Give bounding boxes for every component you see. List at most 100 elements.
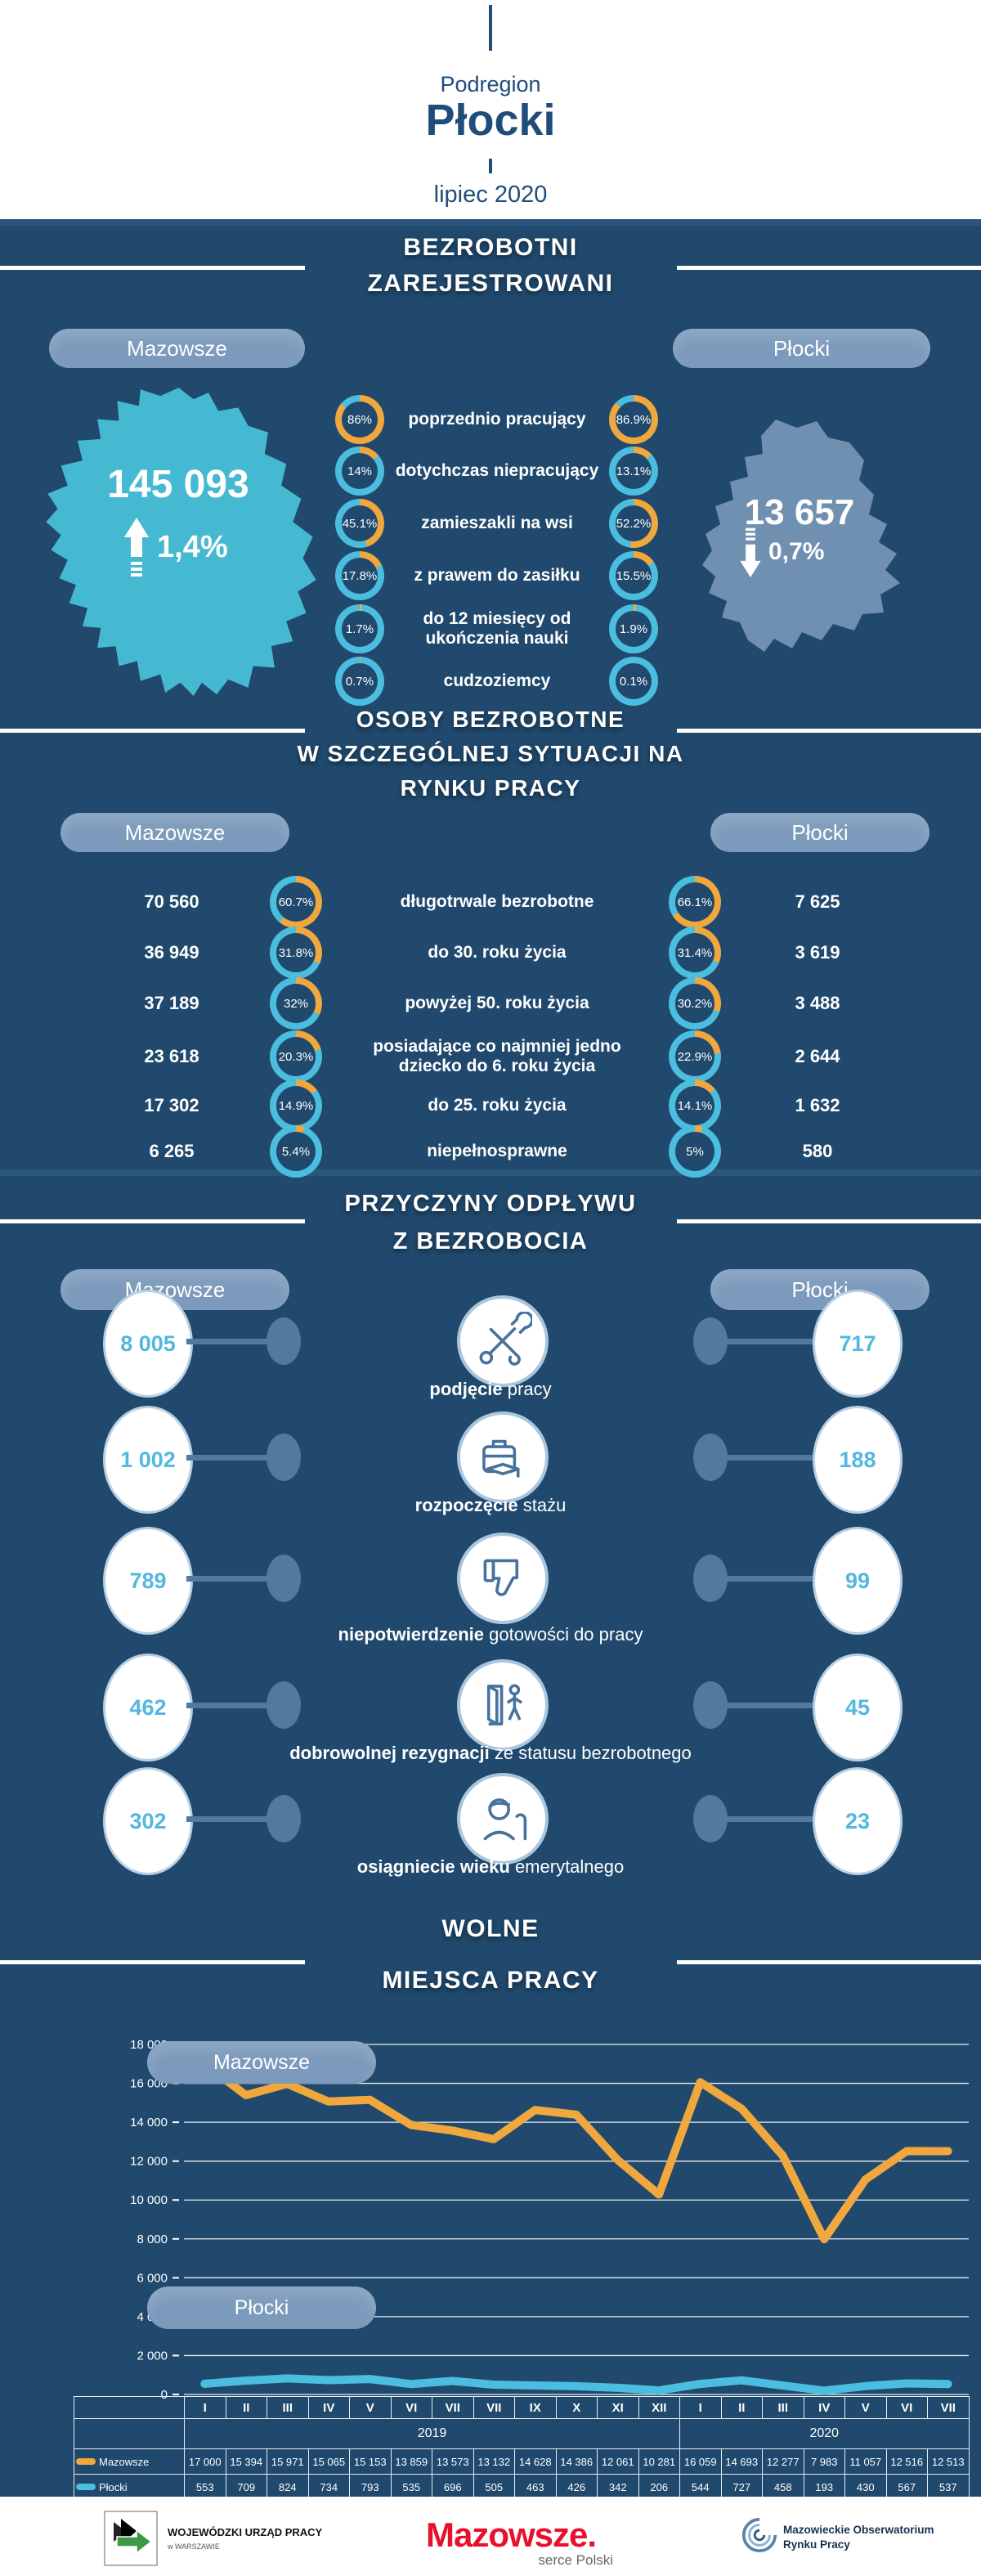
connector-node-icon bbox=[693, 1795, 728, 1842]
connector-node-icon bbox=[693, 1555, 728, 1602]
registered-row-label: zamieszakli na wsi bbox=[421, 513, 573, 532]
series-value-cell: 15 153 bbox=[349, 2448, 392, 2475]
series-value-cell: 553 bbox=[184, 2474, 226, 2500]
month-header-cell: VII bbox=[473, 2396, 515, 2419]
plocki-button[interactable]: Płocki bbox=[710, 813, 929, 852]
plocki-button[interactable]: Płocki bbox=[673, 329, 930, 368]
series-value-cell: 696 bbox=[432, 2474, 474, 2500]
outflow-right-count: 99 bbox=[813, 1527, 903, 1635]
percent-ring-value: 52.2% bbox=[616, 516, 652, 531]
connector-line bbox=[726, 1455, 826, 1461]
chart-legend-mazowsze[interactable]: Mazowsze bbox=[147, 2041, 376, 2084]
chart-legend-plocki[interactable]: Płocki bbox=[147, 2287, 376, 2329]
special-left-value: 37 189 bbox=[144, 993, 199, 1013]
series-value-cell: 13 132 bbox=[473, 2448, 515, 2475]
mazowsze-change: 1,4% bbox=[157, 530, 228, 564]
series-value-cell: 463 bbox=[514, 2474, 557, 2500]
outflow-right-count: 23 bbox=[813, 1767, 903, 1875]
percent-ring: 66.1% bbox=[669, 876, 721, 928]
special-right-value: 1 632 bbox=[795, 1095, 840, 1115]
mazowsze-button[interactable]: Mazowsze bbox=[49, 329, 305, 368]
special-row-label: do 30. roku życia bbox=[428, 942, 567, 962]
percent-ring-value: 86% bbox=[347, 412, 373, 427]
registered-row-label: z prawem do zasiłku bbox=[414, 565, 580, 585]
outflow-left-count: 8 005 bbox=[103, 1290, 193, 1398]
series-value-cell: 544 bbox=[679, 2474, 722, 2500]
morp-name-line2: Rynku Pracy bbox=[783, 2538, 850, 2551]
mazowsze-brand-logo: Mazowsze. bbox=[425, 2515, 597, 2554]
section1-title-line2: ZAREJESTROWANI bbox=[367, 270, 614, 297]
outflow-row-label: dobrowolnej rezygnacji ze statusu bezrob… bbox=[289, 1743, 692, 1763]
outflow-icon-circle bbox=[457, 1533, 549, 1624]
series-value-cell: 12 277 bbox=[762, 2448, 804, 2475]
percent-ring-value: 22.9% bbox=[677, 1049, 713, 1064]
percent-ring-value: 0.1% bbox=[619, 674, 648, 689]
month-header-cell: X bbox=[555, 2396, 598, 2419]
header-accent-line bbox=[489, 5, 492, 51]
month-header-cell: III bbox=[267, 2396, 309, 2419]
section1-title-line1: BEZROBOTNI bbox=[403, 234, 578, 261]
section-band bbox=[0, 1169, 981, 1176]
connector-line bbox=[186, 1703, 286, 1708]
percent-ring: 14.9% bbox=[270, 1079, 322, 1132]
plocki-button[interactable]: Płocki bbox=[710, 1269, 929, 1310]
table-series-row-płocki: Płocki 553 709 824 734 793 535 696 505 463 426 342 2… bbox=[74, 2474, 970, 2500]
mazowsze-button[interactable]: Mazowsze bbox=[60, 813, 289, 852]
special-row-label: powyżej 50. roku życia bbox=[405, 993, 589, 1012]
outflow-left-count: 462 bbox=[103, 1654, 193, 1761]
series-value-cell: 7 983 bbox=[803, 2448, 845, 2475]
percent-ring: 14% bbox=[335, 447, 384, 496]
series-value-cell: 824 bbox=[267, 2474, 309, 2500]
outflow-icon-circle bbox=[457, 1659, 549, 1751]
month-header-cell: V bbox=[844, 2396, 887, 2419]
connector-line bbox=[726, 1339, 826, 1344]
special-right-value: 3 619 bbox=[795, 942, 840, 963]
percent-ring: 1.7% bbox=[335, 604, 384, 653]
outflow-icon-circle bbox=[457, 1295, 549, 1387]
registered-row-label: cudzoziemcy bbox=[443, 671, 551, 690]
series-value-cell: 793 bbox=[349, 2474, 392, 2500]
exit-door-icon bbox=[486, 1684, 523, 1726]
internship-briefcase-icon bbox=[482, 1439, 520, 1478]
section3-title-line2: Z BEZROBOCIA bbox=[392, 1228, 589, 1254]
special-left-value: 6 265 bbox=[149, 1141, 195, 1161]
percent-ring: 32% bbox=[270, 977, 322, 1030]
percent-ring: 5% bbox=[669, 1125, 721, 1178]
header-accent-line-small bbox=[489, 159, 492, 173]
connector-node-icon bbox=[693, 1434, 728, 1481]
month-header-cell: VI bbox=[885, 2396, 928, 2419]
outflow-row-label: podjęcie pracy bbox=[429, 1379, 552, 1399]
series-value-cell: 14 628 bbox=[514, 2448, 557, 2475]
series-value-cell: 14 693 bbox=[720, 2448, 763, 2475]
series-value-cell: 14 386 bbox=[555, 2448, 598, 2475]
series-value-cell: 567 bbox=[885, 2474, 928, 2500]
percent-ring: 17.8% bbox=[335, 551, 384, 600]
wup-logo-icon bbox=[104, 2511, 158, 2566]
month-header-cell: II bbox=[720, 2396, 763, 2419]
percent-ring-value: 13.1% bbox=[616, 464, 652, 478]
month-header-cell: VI bbox=[390, 2396, 432, 2419]
divider bbox=[0, 1219, 305, 1223]
percent-ring: 86% bbox=[335, 395, 384, 444]
outflow-right-count: 188 bbox=[813, 1406, 903, 1514]
period-label: lipiec 2020 bbox=[433, 182, 548, 208]
registered-row-label: do 12 miesięcy od ukończenia nauki bbox=[423, 608, 571, 648]
connector-line bbox=[726, 1576, 826, 1582]
month-header-cell: IX bbox=[514, 2396, 557, 2419]
registered-row-label: dotychczas niepracujący bbox=[395, 460, 599, 480]
month-header-cell: VII bbox=[927, 2396, 970, 2419]
thumbs-down-icon bbox=[483, 1559, 519, 1596]
divider bbox=[0, 1960, 305, 1964]
arrow-down-icon bbox=[740, 527, 761, 577]
series-value-cell: 15 065 bbox=[307, 2448, 350, 2475]
month-header-cell: XI bbox=[597, 2396, 639, 2419]
morp-name-line1: Mazowieckie Obserwatorium bbox=[783, 2524, 934, 2536]
special-left-value: 36 949 bbox=[144, 942, 199, 963]
series-value-cell: 13 573 bbox=[432, 2448, 474, 2475]
percent-ring: 22.9% bbox=[669, 1030, 721, 1083]
percent-ring: 1.9% bbox=[609, 604, 658, 653]
series-value-cell: 17 000 bbox=[184, 2448, 226, 2475]
percent-ring: 30.2% bbox=[669, 977, 721, 1030]
outflow-left-count: 1 002 bbox=[103, 1406, 193, 1514]
